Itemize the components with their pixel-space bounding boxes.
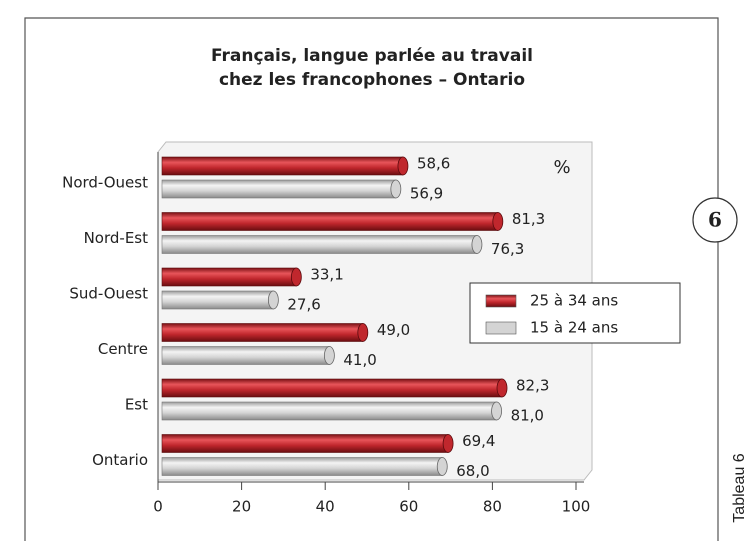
bar-body: [161, 346, 330, 365]
bar-cap: [492, 212, 504, 231]
value-label: 58,6: [417, 155, 450, 173]
y-tick-label: Est: [125, 396, 148, 414]
bar-body: [161, 267, 297, 287]
bar-cap: [491, 401, 502, 421]
value-label: 81,3: [512, 210, 545, 228]
badge-label: 6: [708, 208, 722, 232]
x-tick-label: 20: [232, 498, 251, 516]
value-label: 56,9: [410, 185, 443, 203]
bar-cap: [397, 156, 409, 176]
value-label: 68,0: [456, 462, 489, 480]
bar: [161, 235, 483, 254]
bar-cap: [496, 378, 508, 398]
x-tick-label: 60: [399, 498, 418, 516]
y-tick-label: Sud-Ouest: [69, 285, 148, 303]
bar: [161, 156, 409, 176]
legend-swatch: [485, 321, 517, 335]
x-tick-label: 80: [483, 498, 502, 516]
legend-swatch: [485, 294, 517, 308]
bar: [161, 212, 504, 231]
bar-body: [161, 457, 443, 476]
bar-body: [161, 156, 404, 176]
side-label: Tableau 6: [731, 453, 748, 522]
bar-cap: [442, 434, 454, 453]
x-tick-label: 0: [153, 498, 163, 516]
value-label: 33,1: [310, 266, 343, 284]
bar-cap: [436, 457, 448, 476]
legend-label: 15 à 24 ans: [530, 319, 618, 337]
bar-cap: [290, 267, 302, 287]
bar-body: [161, 179, 397, 199]
bar-cap: [390, 179, 402, 199]
bar-body: [161, 401, 497, 421]
value-label: 82,3: [516, 377, 549, 395]
value-label: 41,0: [343, 351, 376, 369]
bar-cap: [357, 323, 369, 342]
bar: [161, 434, 454, 453]
chart-title: Français, langue parlée au travail: [211, 46, 533, 66]
chart-title: chez les francophones – Ontario: [219, 70, 525, 90]
unit-label: %: [553, 157, 570, 178]
y-tick-label: Centre: [98, 340, 148, 358]
bar-body: [161, 290, 274, 310]
bar: [161, 179, 402, 199]
bar-body: [161, 323, 364, 342]
legend-label: 25 à 34 ans: [530, 292, 618, 310]
bar: [161, 378, 508, 398]
x-tick-label: 40: [316, 498, 335, 516]
bar-body: [161, 434, 449, 453]
value-label: 81,0: [511, 407, 544, 425]
value-label: 76,3: [491, 240, 524, 258]
y-tick-label: Nord-Ouest: [62, 174, 148, 192]
bar: [161, 457, 448, 476]
bar-body: [161, 235, 478, 254]
value-label: 49,0: [377, 321, 410, 339]
bar-body: [161, 378, 503, 398]
bar: [161, 267, 302, 287]
badge: [692, 197, 738, 243]
bar: [161, 401, 502, 421]
bar: [161, 346, 335, 365]
y-tick-label: Nord-Est: [84, 229, 149, 247]
value-label: 27,6: [287, 296, 320, 314]
frame: [24, 17, 719, 541]
bar: [161, 323, 369, 342]
y-tick-label: Ontario: [92, 451, 148, 469]
bar-body: [161, 212, 499, 231]
bar: [161, 290, 279, 310]
value-label: 69,4: [462, 432, 495, 450]
bar-cap: [323, 346, 335, 365]
bar-cap: [267, 290, 279, 310]
bar-cap: [471, 235, 483, 254]
x-tick-label: 100: [562, 498, 591, 516]
